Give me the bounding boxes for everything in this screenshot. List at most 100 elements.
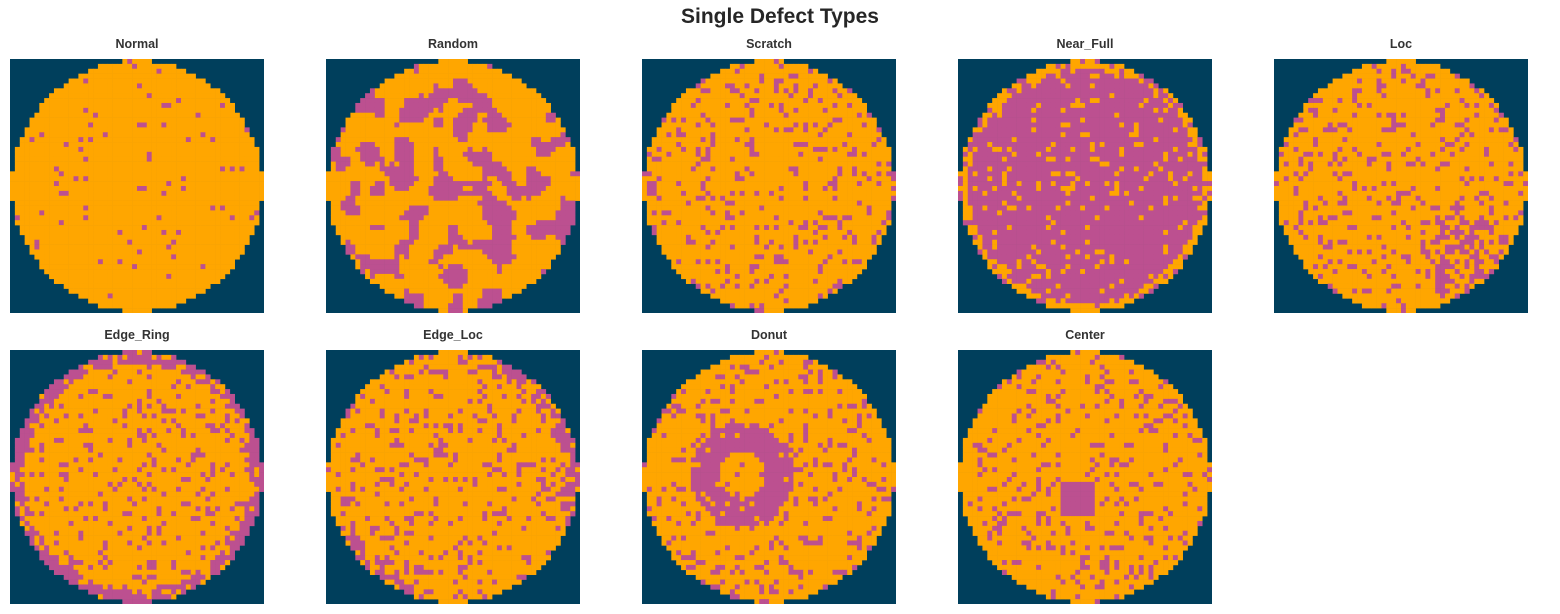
normal-die (107, 200, 113, 206)
defective-die (812, 83, 819, 89)
normal-die (350, 166, 356, 172)
normal-die (44, 229, 50, 236)
normal-die (127, 112, 133, 118)
normal-die (477, 249, 483, 255)
normal-die (365, 186, 371, 192)
normal-die (822, 156, 828, 162)
normal-die (49, 142, 55, 148)
normal-die (330, 220, 337, 226)
normal-die (521, 225, 527, 231)
normal-die (773, 142, 780, 148)
defective-die (448, 239, 454, 245)
normal-die (78, 117, 84, 123)
normal-die (68, 234, 74, 241)
normal-die (453, 210, 459, 216)
normal-die (146, 288, 152, 294)
normal-die (107, 63, 113, 70)
normal-die (413, 122, 420, 128)
defective-die (467, 107, 473, 114)
normal-die (185, 210, 192, 216)
normal-die (205, 244, 211, 250)
normal-die (369, 254, 376, 260)
normal-die (19, 229, 25, 236)
normal-die (137, 166, 143, 172)
normal-die (102, 303, 108, 309)
normal-die (501, 288, 508, 294)
defective-die (448, 273, 454, 280)
wafer-map (326, 59, 580, 313)
normal-die (788, 117, 794, 123)
normal-die (166, 161, 172, 167)
normal-die (550, 239, 556, 245)
normal-die (229, 239, 235, 245)
normal-die (516, 88, 522, 94)
normal-die (423, 132, 429, 138)
normal-die (646, 161, 653, 167)
normal-die (739, 98, 745, 104)
normal-die (545, 244, 551, 250)
normal-die (117, 264, 123, 270)
defective-die (457, 83, 464, 89)
normal-die (540, 107, 547, 114)
normal-die (462, 308, 468, 313)
normal-die (861, 112, 867, 118)
normal-die (526, 156, 532, 162)
normal-die (428, 205, 434, 211)
normal-die (394, 200, 400, 206)
defective-die (570, 220, 576, 226)
defective-die (423, 205, 429, 211)
normal-die (418, 63, 424, 70)
normal-die (185, 122, 192, 128)
normal-die (778, 146, 784, 153)
normal-die (122, 107, 128, 114)
normal-die (788, 102, 794, 109)
normal-die (685, 161, 692, 167)
normal-die (413, 73, 420, 79)
normal-die (205, 146, 211, 153)
normal-die (166, 195, 172, 201)
normal-die (477, 210, 483, 216)
normal-die (409, 127, 415, 133)
normal-die (93, 234, 99, 241)
normal-die (511, 112, 517, 118)
normal-die (374, 220, 381, 226)
normal-die (817, 83, 824, 89)
defective-die (448, 181, 454, 187)
normal-die (171, 93, 177, 99)
normal-die (764, 112, 770, 118)
normal-die (249, 146, 255, 153)
normal-die (132, 190, 138, 197)
normal-die (418, 156, 424, 162)
normal-die (24, 166, 30, 172)
normal-die (477, 117, 483, 123)
normal-die (399, 83, 405, 89)
normal-die (88, 132, 94, 138)
normal-die (501, 186, 508, 192)
defective-die (404, 146, 410, 153)
normal-die (428, 146, 434, 153)
normal-die (156, 278, 162, 284)
normal-die (744, 151, 750, 157)
normal-die (156, 259, 162, 265)
normal-die (161, 293, 167, 299)
normal-die (501, 137, 508, 143)
normal-die (575, 190, 580, 197)
normal-die (778, 117, 784, 123)
defective-die (83, 156, 89, 162)
normal-die (448, 132, 454, 138)
normal-die (151, 259, 157, 265)
normal-die (798, 156, 804, 162)
normal-die (832, 107, 838, 114)
normal-die (132, 73, 138, 79)
defective-die (536, 176, 542, 182)
normal-die (827, 146, 833, 153)
normal-die (783, 83, 789, 89)
normal-die (190, 176, 196, 182)
normal-die (73, 146, 79, 153)
normal-die (259, 186, 264, 192)
normal-die (545, 210, 551, 216)
normal-die (793, 63, 799, 70)
normal-die (734, 102, 740, 109)
defective-die (409, 210, 415, 216)
normal-die (365, 215, 371, 221)
